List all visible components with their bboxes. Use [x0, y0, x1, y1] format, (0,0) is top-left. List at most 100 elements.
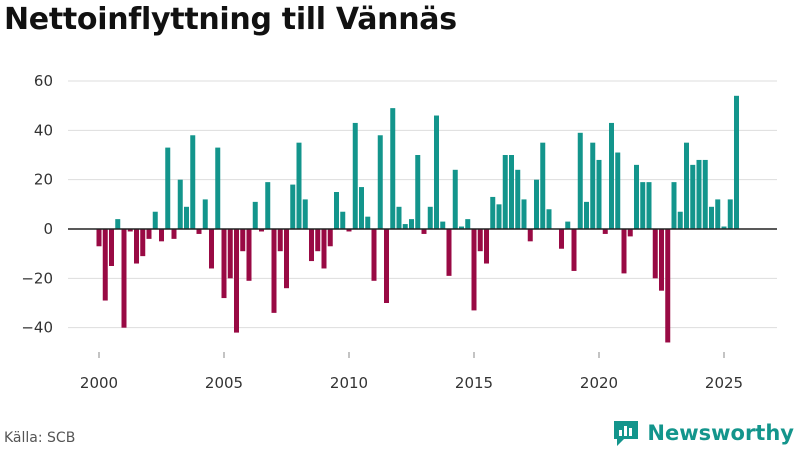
bar [221, 229, 227, 299]
bar [209, 229, 214, 269]
bar [496, 204, 502, 229]
bar [184, 206, 189, 229]
bar [296, 142, 302, 229]
bar [359, 187, 364, 229]
x-tick-label: 2010 [330, 374, 368, 392]
bar [646, 182, 652, 229]
x-tick-label: 2000 [80, 374, 118, 392]
bar [659, 229, 664, 291]
bar [227, 229, 233, 279]
bar [634, 164, 639, 229]
y-tick-label: 40 [34, 121, 53, 139]
bar [315, 229, 321, 252]
bar [465, 219, 471, 229]
bar [284, 229, 289, 289]
bar [327, 229, 333, 247]
bar [302, 199, 308, 229]
bar [690, 164, 696, 229]
bar [240, 229, 246, 252]
bar [384, 229, 389, 303]
bar [715, 199, 721, 229]
bar [246, 229, 252, 281]
bar [577, 132, 583, 229]
bar [571, 229, 577, 271]
bar [421, 229, 427, 234]
bar [121, 229, 127, 328]
bar [640, 182, 646, 229]
bar [390, 108, 396, 229]
bar [721, 226, 727, 229]
bar [159, 229, 164, 242]
bar [584, 201, 589, 229]
bar [134, 229, 139, 264]
bar [309, 229, 314, 262]
bar [271, 229, 277, 313]
bar [521, 199, 527, 229]
bar [515, 169, 521, 229]
bar-chart-badge-icon [614, 421, 639, 446]
gridlines [68, 80, 777, 329]
bar [596, 159, 602, 229]
bar [471, 229, 477, 311]
bar [477, 229, 483, 252]
bar [409, 219, 414, 229]
bar [252, 201, 258, 229]
bar [427, 206, 433, 229]
bar [415, 155, 421, 229]
y-tick-label: 0 [43, 220, 53, 238]
bar [559, 229, 564, 249]
bar [177, 179, 183, 229]
bar [340, 211, 346, 229]
bar [377, 135, 383, 229]
bar [627, 229, 633, 237]
y-tick-label: 20 [34, 171, 53, 189]
bar [540, 142, 546, 229]
bar [546, 209, 552, 229]
x-axis-ticks: 2000 2005 2010 2015 2020 2025 [80, 352, 743, 392]
bar [459, 226, 464, 229]
bar [534, 179, 539, 229]
bar [602, 229, 608, 234]
bar [196, 229, 202, 234]
bar [652, 229, 658, 279]
bar [402, 224, 408, 229]
y-tick-label: 60 [34, 72, 53, 90]
bar [590, 142, 596, 229]
y-axis-ticks: 60 40 20 0 −20 −40 [21, 72, 53, 337]
bar [165, 147, 171, 229]
bar [609, 122, 614, 229]
source-note: Källa: SCB [4, 430, 76, 446]
bar [671, 182, 677, 229]
bar [452, 169, 458, 229]
bar [109, 229, 114, 266]
bar [96, 229, 102, 247]
bar [396, 206, 402, 229]
bar [171, 229, 177, 239]
bar [346, 229, 352, 232]
bar [527, 229, 533, 242]
bar [490, 196, 496, 229]
bar [202, 199, 208, 229]
y-tick-label: −20 [21, 269, 53, 287]
brand-logo[interactable]: Newsworthy [611, 418, 794, 448]
bar [709, 206, 714, 229]
bar [190, 135, 196, 229]
bar [434, 115, 439, 229]
bar [621, 229, 627, 274]
bar [371, 229, 377, 281]
bar [509, 155, 514, 229]
bar [502, 155, 508, 229]
bar [234, 229, 239, 333]
bar [665, 229, 671, 343]
bar [334, 192, 339, 229]
bar [352, 122, 358, 229]
y-tick-label: −40 [21, 319, 53, 337]
x-tick-label: 2020 [580, 374, 618, 392]
bar [440, 221, 446, 229]
bar [290, 184, 296, 229]
bar [265, 182, 271, 229]
bar [140, 229, 146, 257]
bar [565, 221, 571, 229]
bar [734, 95, 739, 229]
bar [146, 229, 152, 239]
